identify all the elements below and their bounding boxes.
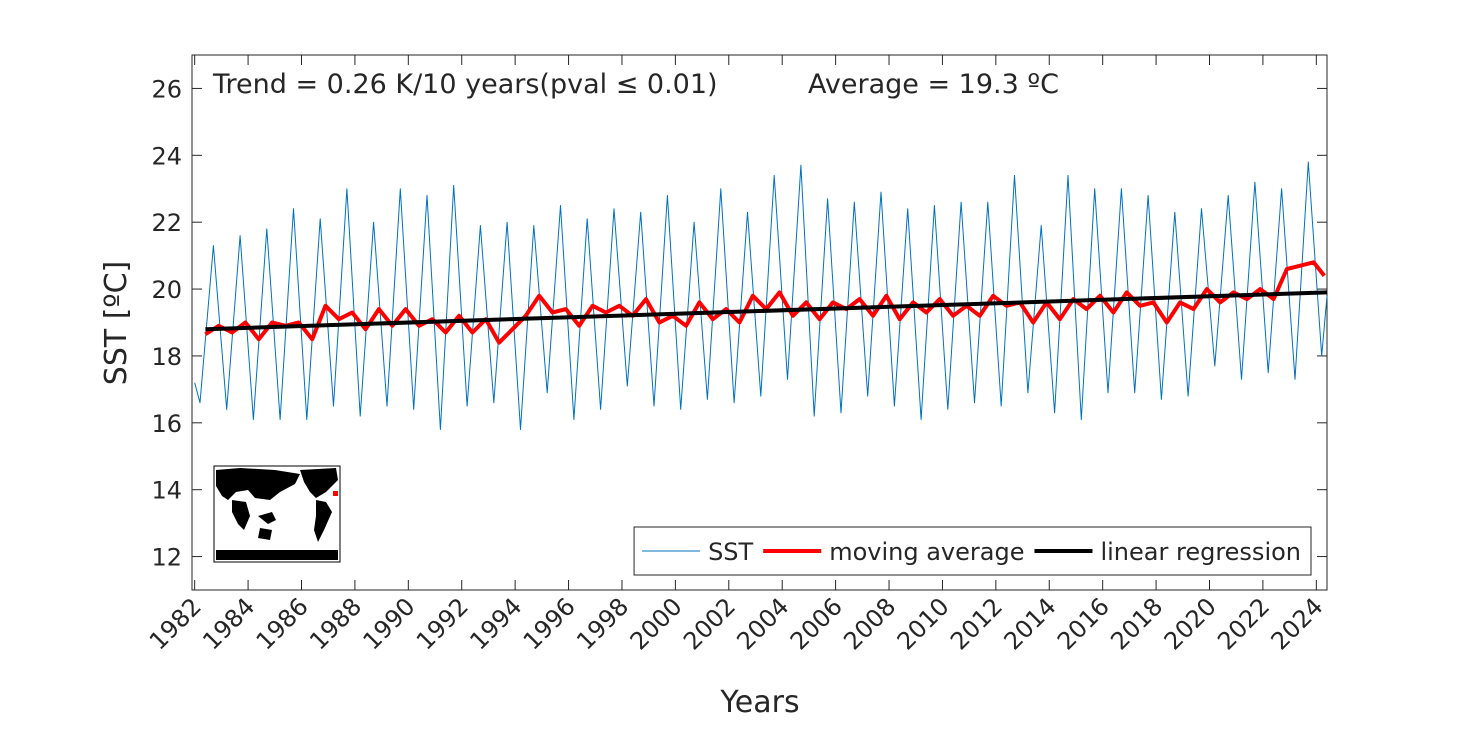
x-tick-label: 1986 bbox=[251, 592, 314, 655]
x-tick-label: 1988 bbox=[304, 592, 367, 655]
y-tick-label: 26 bbox=[151, 75, 182, 103]
series-line bbox=[194, 161, 1328, 430]
x-tick-label: 2022 bbox=[1212, 592, 1275, 655]
x-tick-label: 2018 bbox=[1105, 592, 1168, 655]
annotation: Trend = 0.26 K/10 years(pval ≤ 0.01) bbox=[212, 69, 718, 100]
y-tick-label: 16 bbox=[151, 410, 182, 438]
legend-label: linear regression bbox=[1100, 538, 1301, 566]
x-tick-label: 2000 bbox=[625, 592, 688, 655]
x-tick-label: 2002 bbox=[678, 592, 741, 655]
x-tick-label: 1990 bbox=[358, 592, 421, 655]
x-tick-label: 2010 bbox=[892, 592, 955, 655]
x-tick-label: 2012 bbox=[945, 592, 1008, 655]
x-tick-label: 1984 bbox=[197, 592, 260, 655]
inset-map bbox=[213, 465, 341, 563]
legend-label: moving average bbox=[829, 538, 1024, 566]
x-tick-label: 1998 bbox=[571, 592, 634, 655]
x-axis-label: Years bbox=[719, 685, 799, 720]
x-tick-label: 2016 bbox=[1052, 592, 1115, 655]
y-tick-label: 12 bbox=[151, 544, 182, 572]
y-axis-label: SST [ºC] bbox=[99, 261, 134, 385]
legend-label: SST bbox=[708, 538, 753, 566]
x-tick-label: 2004 bbox=[731, 592, 794, 655]
y-tick-label: 14 bbox=[151, 477, 182, 505]
legend-box bbox=[633, 526, 1312, 576]
x-tick-label: 2020 bbox=[1159, 592, 1222, 655]
y-tick-label: 18 bbox=[151, 343, 182, 371]
x-tick-label: 2006 bbox=[785, 592, 848, 655]
axes-box bbox=[191, 54, 1328, 591]
x-tick-label: 2024 bbox=[1266, 592, 1329, 655]
x-tick-label: 1982 bbox=[144, 592, 207, 655]
x-tick-label: 1996 bbox=[518, 592, 581, 655]
x-tick-label: 1994 bbox=[464, 592, 527, 655]
y-tick-label: 20 bbox=[151, 276, 182, 304]
x-tick-label: 2014 bbox=[999, 592, 1062, 655]
annotation: Average = 19.3 ºC bbox=[808, 69, 1059, 100]
y-tick-label: 22 bbox=[151, 209, 182, 237]
legend: SST moving average linear regression bbox=[633, 526, 1312, 576]
x-tick-label: 1992 bbox=[411, 592, 474, 655]
y-tick-label: 24 bbox=[151, 142, 182, 170]
x-tick-label: 2008 bbox=[838, 592, 901, 655]
series-line bbox=[205, 290, 1328, 332]
